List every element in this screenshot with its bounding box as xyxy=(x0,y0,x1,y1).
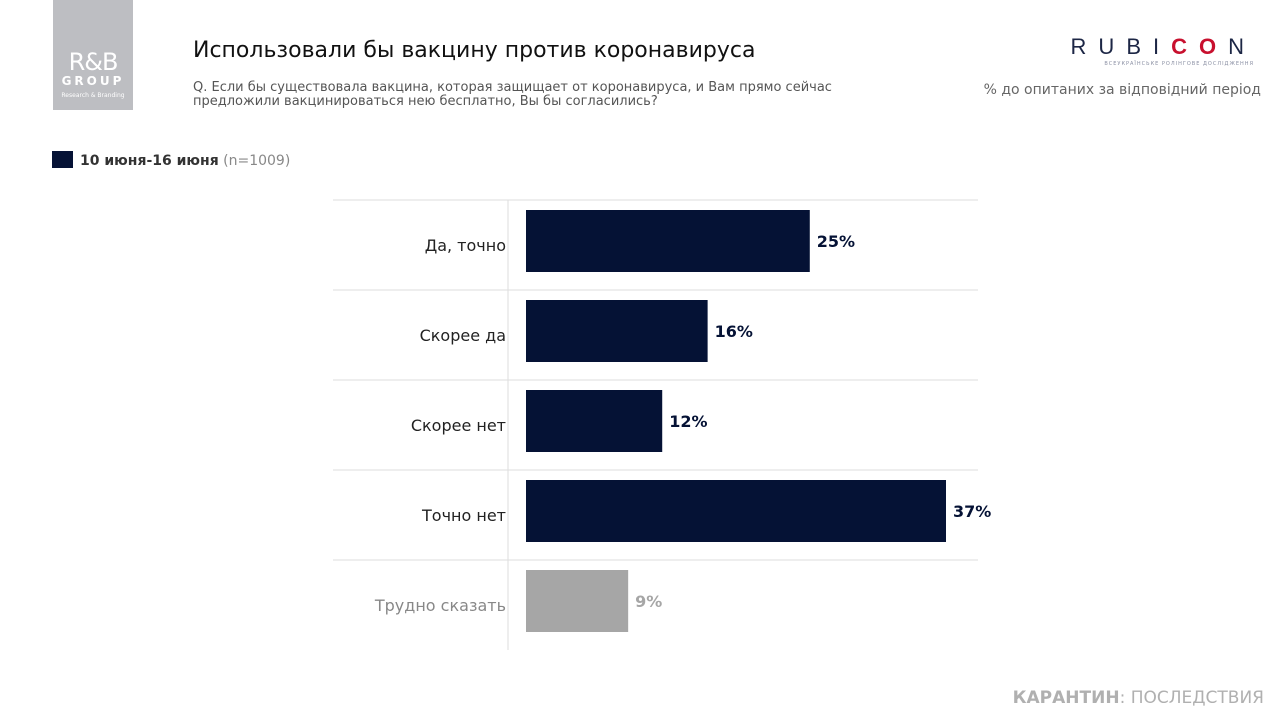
legend-swatch xyxy=(52,151,73,168)
bar xyxy=(526,210,810,272)
rubicon-logo: RUBICON xyxy=(1070,34,1256,59)
logo-text: GROUP xyxy=(61,74,125,88)
data-label: 16% xyxy=(715,322,753,341)
rubicon-subtitle: ВСЕУКРАЇНСЬКЕ РОЛІНГОВЕ ДОСЛІДЖЕННЯ xyxy=(1104,61,1254,67)
unit-note: % до опитаних за відповідний період xyxy=(983,82,1261,98)
legend-note: (n=1009) xyxy=(223,153,291,169)
legend: 10 июня-16 июня (n=1009) xyxy=(52,151,290,169)
bar xyxy=(526,480,946,542)
category-label: Трудно сказать xyxy=(374,596,506,615)
bar xyxy=(526,390,663,452)
category-label: Скорее да xyxy=(420,326,506,345)
chart-title: Использовали бы вакцину против коронавир… xyxy=(193,38,756,63)
question-text: Q. Если бы существовала вакцина, которая… xyxy=(193,80,832,109)
data-label: 12% xyxy=(669,412,707,431)
category-label: Скорее нет xyxy=(411,416,506,435)
footer: КАРАНТИН: ПОСЛЕДСТВИЯ xyxy=(1012,688,1264,708)
bar xyxy=(526,570,629,632)
category-label: Да, точно xyxy=(425,236,506,255)
data-label: 37% xyxy=(953,502,991,521)
legend-label: 10 июня-16 июня xyxy=(80,153,219,169)
data-label: 25% xyxy=(817,232,855,251)
logo-text: R&B xyxy=(68,48,119,76)
rb-group-logo: R&B GROUP Research & Branding xyxy=(53,0,133,110)
category-label: Точно нет xyxy=(421,506,506,525)
logo-text: Research & Branding xyxy=(61,92,125,99)
bar xyxy=(526,300,708,362)
data-label: 9% xyxy=(635,592,662,611)
